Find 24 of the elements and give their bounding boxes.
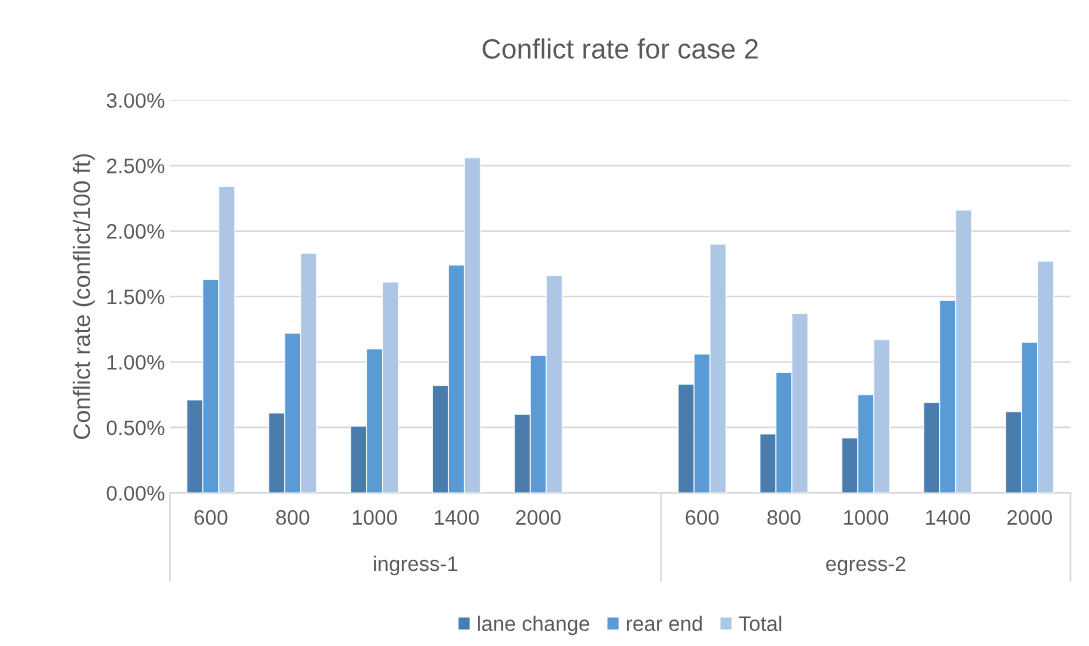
x-tick-label: 1000 — [352, 510, 397, 525]
x-tick-label: 600 — [685, 510, 719, 525]
text: ingress-1 — [374, 555, 458, 576]
x-tick-label: 2000 — [1007, 510, 1052, 525]
chart-title: Conflict rate for case 2 — [482, 38, 758, 59]
y-tick-label: 0.50% — [106, 420, 165, 436]
y-tick-label: 2.00% — [107, 224, 165, 239]
x-tick-label: 1400 — [434, 510, 479, 525]
x-tick-label: 800 — [276, 510, 310, 525]
legend-label: lane change — [478, 615, 590, 636]
x-tick-label: 800 — [767, 510, 801, 525]
x-tick-label: 600 — [194, 510, 228, 525]
legend-label: Total — [739, 615, 782, 632]
legend-label: rear end — [626, 615, 702, 632]
y-tick-label: 1.00% — [107, 354, 165, 370]
x-tick-label: 1000 — [844, 510, 889, 525]
x-tick-label: 1400 — [926, 510, 971, 525]
y-tick-label: 0.00% — [106, 485, 165, 501]
y-tick-label: 2.50% — [107, 158, 165, 174]
y-tick-label: 3.00% — [106, 93, 165, 108]
x-tick-label: 2000 — [516, 510, 561, 525]
y-axis-title: Conflict rate (conflict/100 ft) — [72, 154, 95, 439]
text: egress-2 — [826, 556, 906, 576]
y-tick-label: 1.50% — [107, 289, 165, 305]
